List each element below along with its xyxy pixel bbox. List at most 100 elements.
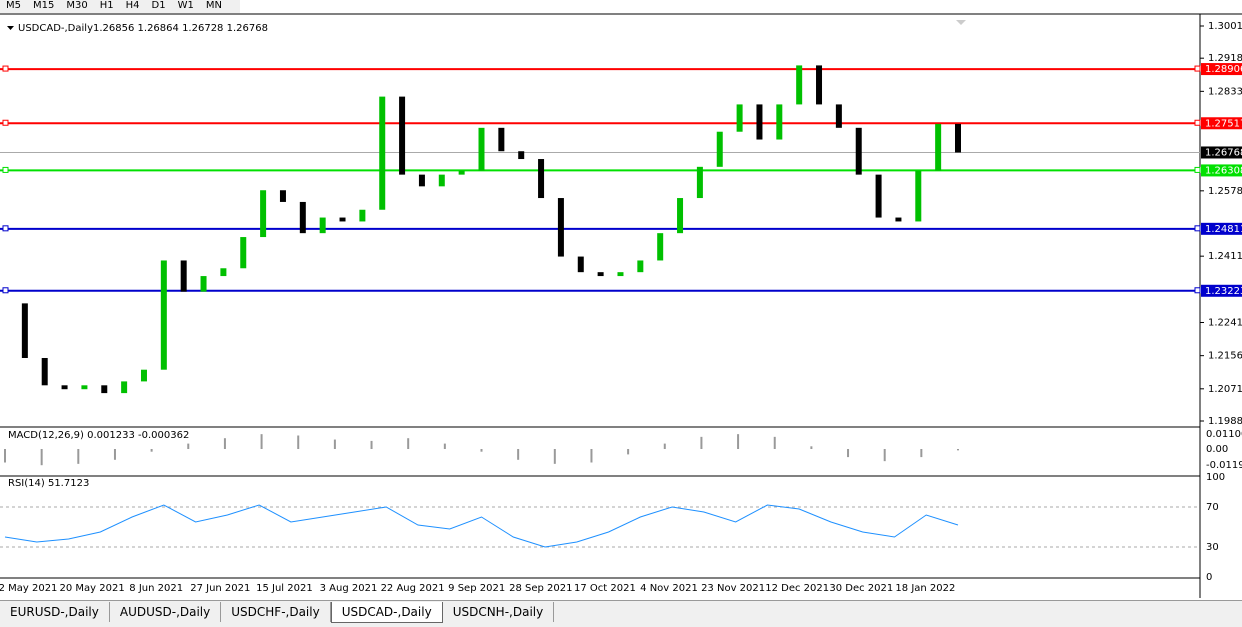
symbol-tab[interactable]: USDCNH-,Daily: [443, 602, 555, 622]
candle: [498, 127, 505, 152]
macd-bar: [553, 449, 556, 464]
candle: [478, 127, 485, 171]
macd-bar: [407, 438, 410, 449]
macd-bar: [370, 440, 373, 449]
timeframe-button[interactable]: H4: [125, 0, 140, 11]
candle: [21, 303, 28, 358]
candle: [160, 260, 167, 370]
macd-bar: [590, 449, 593, 463]
candle: [458, 170, 465, 175]
timeframe-button[interactable]: M30: [66, 0, 88, 11]
level-label-bg: [1201, 63, 1242, 76]
macd-bar: [920, 449, 923, 458]
symbol-tab[interactable]: AUDUSD-,Daily: [110, 602, 222, 622]
macd-bar: [737, 434, 740, 449]
candle: [220, 268, 227, 277]
level-label: 1.23223: [1205, 286, 1242, 297]
price-tick-label: 1.28335: [1208, 86, 1242, 97]
timeframe-button[interactable]: D1: [151, 0, 166, 11]
candle: [875, 174, 882, 218]
candle: [240, 237, 247, 269]
candle: [200, 276, 207, 292]
date-label: 28 Sep 2021: [509, 583, 572, 594]
candle: [260, 190, 267, 238]
level-label-bg: [1201, 222, 1242, 235]
symbol-tab[interactable]: EURUSD-,Daily: [0, 602, 110, 622]
candle: [101, 385, 108, 394]
macd-bar: [40, 449, 43, 466]
timeframe-button[interactable]: W1: [177, 0, 194, 11]
candle: [518, 151, 525, 160]
rsi-tick-label: 70: [1206, 502, 1219, 513]
candle: [140, 369, 147, 382]
candle: [359, 209, 366, 222]
candle: [438, 174, 445, 187]
candle: [538, 159, 545, 199]
timeframe-button[interactable]: M15: [33, 0, 55, 11]
macd-bar: [517, 449, 520, 460]
timeframe-button[interactable]: MN: [205, 0, 222, 11]
candle: [61, 385, 68, 390]
candle: [776, 104, 783, 140]
date-label: 2 May 2021: [0, 583, 57, 594]
candle: [418, 174, 425, 187]
candle: [279, 190, 286, 202]
level-handle: [1194, 119, 1201, 126]
macd-bar: [810, 446, 813, 449]
date-label: 9 Sep 2021: [448, 583, 505, 594]
level-handle: [1194, 287, 1201, 294]
rsi-line: [4, 504, 959, 548]
candle: [736, 104, 743, 132]
candle: [339, 217, 346, 222]
candle: [121, 381, 128, 394]
timeframe-button[interactable]: M5: [6, 0, 21, 11]
macd-tick-label: 0.00: [1206, 444, 1228, 455]
macd-bar: [883, 449, 886, 462]
level-handle: [1194, 166, 1201, 173]
date-label: 22 Aug 2021: [381, 583, 445, 594]
ohlc: 1.26856 1.26864 1.26728 1.26768: [93, 23, 268, 34]
timeframe-button[interactable]: H1: [99, 0, 114, 11]
price-tick-label: 1.29185: [1208, 53, 1242, 64]
price-tick-label: 1.21560: [1208, 351, 1242, 362]
rsi-tick-label: 0: [1206, 572, 1212, 583]
macd-bar: [113, 449, 116, 460]
date-label: 20 May 2021: [59, 583, 124, 594]
symbol: USDCAD-,Daily: [18, 23, 93, 34]
price-label-bg: [1201, 146, 1242, 159]
price-label: 1.26768: [1205, 147, 1242, 158]
macd-bar: [957, 449, 959, 451]
candle: [816, 65, 823, 105]
macd-bar: [260, 434, 263, 449]
macd-bar: [443, 443, 446, 449]
level-handle: [2, 225, 9, 232]
price-tick-label: 1.25785: [1208, 186, 1242, 197]
date-label: 27 Jun 2021: [190, 583, 250, 594]
level-handle: [2, 166, 9, 173]
candle: [597, 272, 604, 277]
price-tick-label: 1.20710: [1208, 384, 1242, 395]
symbol-tab[interactable]: USDCAD-,Daily: [330, 602, 443, 623]
macd-bar: [700, 436, 703, 449]
level-handle: [2, 119, 9, 126]
candle: [855, 127, 862, 175]
macd-bar: [663, 443, 666, 449]
macd-bar: [187, 443, 190, 449]
macd-bar: [480, 449, 483, 452]
price-tick-label: 1.30010: [1208, 21, 1242, 32]
macd-bar: [297, 435, 300, 449]
shift-marker: [956, 20, 966, 25]
date-label: 3 Aug 2021: [320, 583, 378, 594]
date-label: 4 Nov 2021: [640, 583, 698, 594]
symbol-tab[interactable]: USDCHF-,Daily: [221, 602, 331, 622]
candle: [577, 256, 584, 273]
candle: [180, 260, 187, 292]
macd-bar: [847, 449, 850, 458]
rsi-tick-label: 100: [1206, 472, 1225, 483]
candle: [895, 217, 902, 222]
rsi-tick-label: 30: [1206, 542, 1219, 553]
candle: [41, 357, 48, 386]
macd-bar: [4, 449, 6, 463]
